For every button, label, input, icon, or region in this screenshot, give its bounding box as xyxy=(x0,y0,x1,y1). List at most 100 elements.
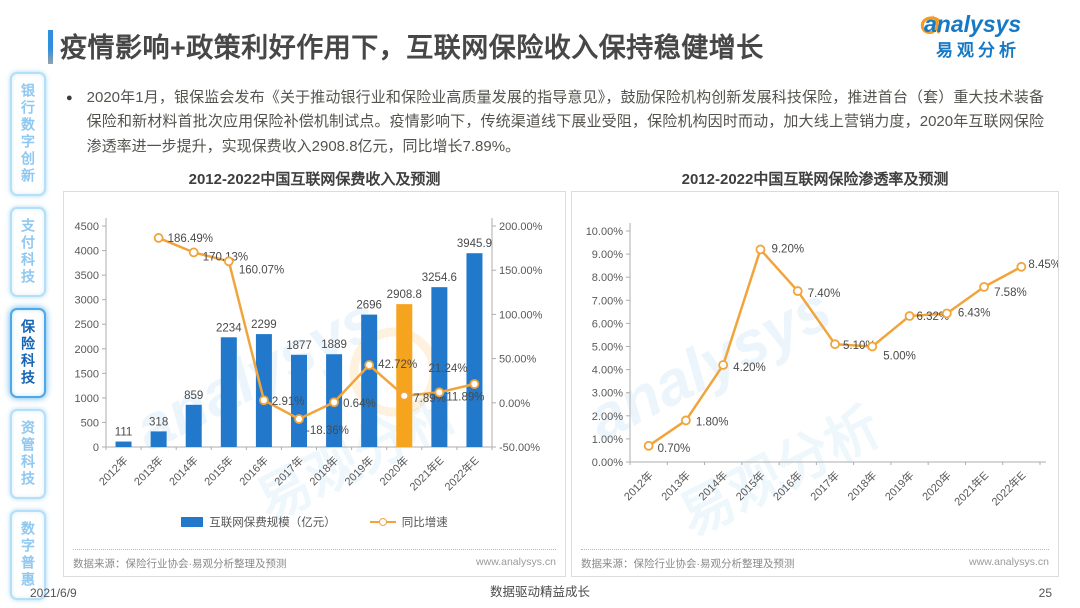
sidebar-item-insurance-tech[interactable]: 保险科技 xyxy=(10,308,46,398)
logo-brand-cn: 易观分析 xyxy=(936,41,1020,60)
bar-2015年 xyxy=(220,337,237,447)
y-left-tick: 1500 xyxy=(75,368,99,380)
logo-brand-text: analysys xyxy=(924,11,1022,37)
penetration-label-2022年E: 8.45% xyxy=(1028,259,1058,271)
growth-label-2016年: 2.91% xyxy=(272,396,305,408)
penetration-label-2016年: 7.40% xyxy=(808,288,841,300)
growth-point-2022年E xyxy=(469,379,480,389)
sidebar: 银行数字创新支付科技保险科技资管科技数字普惠 xyxy=(8,72,48,600)
growth-point-2013年 xyxy=(153,233,164,243)
chart-legend: 互联网保费规模（亿元） 同比增速 xyxy=(64,514,565,530)
y-tick: 8.00% xyxy=(592,272,623,284)
sidebar-item-asset-mgmt-tech[interactable]: 资管科技 xyxy=(10,409,46,499)
sidebar-item-bank-digital-innovation[interactable]: 银行数字创新 xyxy=(10,72,46,196)
y-right-tick: -50.00% xyxy=(499,442,540,454)
penetration-point-2016年 xyxy=(792,286,803,296)
bullet-icon: ● xyxy=(66,92,73,104)
data-source-right: 数据来源：保险行业协会·易观分析整理及预测 xyxy=(581,558,795,570)
x-tick-2013年: 2013年 xyxy=(131,453,166,488)
growth-point-2015年 xyxy=(223,256,234,267)
penetration-point-2013年 xyxy=(681,415,691,426)
bar-2019年 xyxy=(361,314,378,447)
y-tick: 0.00% xyxy=(592,457,623,469)
growth-label-2017年: -18.36% xyxy=(306,425,349,437)
growth-label-2021年E: 11.89% xyxy=(446,391,484,403)
bar-2016年 xyxy=(255,334,272,447)
bar-2020年 xyxy=(396,304,413,447)
key-point: ● 2020年1月，银保监会发布《关于推动银行业和保险业高质量发展的指导意见》，… xyxy=(66,86,1044,159)
y-tick: 6.00% xyxy=(592,318,623,330)
penetration-point-2020年 xyxy=(941,308,952,319)
y-tick: 4.00% xyxy=(592,365,623,377)
growth-point-2019年 xyxy=(364,360,375,370)
bar-label-2013年: 318 xyxy=(149,416,168,428)
y-tick: 1.00% xyxy=(592,434,623,446)
bar-2014年 xyxy=(185,404,202,447)
sidebar-item-payment-tech[interactable]: 支付科技 xyxy=(10,207,46,297)
y-left-tick: 1000 xyxy=(75,393,99,405)
y-right-tick: 0.00% xyxy=(499,398,530,410)
legend-bar-swatch xyxy=(181,517,204,527)
y-left-tick: 0 xyxy=(93,442,99,454)
penetration-point-2019年 xyxy=(904,311,915,321)
bar-label-2016年: 2299 xyxy=(251,319,277,331)
growth-point-2017年 xyxy=(294,414,304,424)
growth-label-2013年: 186.49% xyxy=(168,233,213,245)
y-left-tick: 2000 xyxy=(75,344,99,356)
penetration-point-2017年 xyxy=(830,339,840,350)
bullet-text: 2020年1月，银保监会发布《关于推动银行业和保险业高质量发展的指导意见》，鼓励… xyxy=(86,89,1044,155)
sidebar-item-digital-inclusion[interactable]: 数字普惠 xyxy=(10,510,46,600)
data-source-left: 数据来源：保险行业协会·易观分析整理及预测 xyxy=(73,558,287,570)
penetration-label-2017年: 5.10% xyxy=(843,340,876,352)
bar-2013年 xyxy=(150,431,167,447)
bar-label-2022年E: 3945.9 xyxy=(457,238,492,250)
y-right-tick: 200.00% xyxy=(499,221,543,233)
website-right: www.analysys.cn xyxy=(969,556,1049,568)
bar-2012年 xyxy=(115,441,132,447)
bar-2022年E xyxy=(466,253,483,447)
source-row: 数据来源：保险行业协会·易观分析整理及预测 www.analysys.cn xyxy=(581,549,1049,571)
y-left-tick: 2500 xyxy=(75,319,99,331)
website-left: www.analysys.cn xyxy=(476,556,556,568)
growth-label-2018年: 0.64% xyxy=(343,398,376,410)
x-tick-2015年: 2015年 xyxy=(201,453,236,488)
growth-point-2018年 xyxy=(329,397,339,408)
penetration-label-2012年: 0.70% xyxy=(658,443,691,455)
penetration-label-2020年: 6.43% xyxy=(958,307,991,319)
bar-label-2020年: 2908.8 xyxy=(387,289,422,301)
premium-combo-chart: analysys易观分析0500100015002000250030003500… xyxy=(75,218,543,533)
page-title: 疫情影响+政策利好作用下，互联网保险收入保持稳健增长 xyxy=(60,33,764,63)
penetration-point-2015年 xyxy=(755,244,766,255)
x-tick-2019年: 2019年 xyxy=(882,468,917,503)
growth-point-2016年 xyxy=(259,395,269,406)
y-tick: 10.00% xyxy=(586,226,624,238)
growth-point-2021年E xyxy=(434,387,445,398)
chart-panel-premium: analysys易观分析0500100015002000250030003500… xyxy=(63,191,566,577)
growth-label-2014年: 170.13% xyxy=(203,251,248,263)
penetration-point-2014年 xyxy=(718,360,729,370)
y-left-tick: 3500 xyxy=(75,270,99,282)
legend-line-swatch xyxy=(369,518,396,526)
penetration-line-chart: analysys易观分析0.00%1.00%2.00%3.00%4.00%5.0… xyxy=(577,223,1058,548)
y-tick: 3.00% xyxy=(592,388,623,400)
footer-date: 2021/6/9 xyxy=(30,586,77,600)
y-right-tick: 50.00% xyxy=(499,354,537,366)
y-left-tick: 4500 xyxy=(75,221,99,233)
y-right-tick: 100.00% xyxy=(499,309,543,321)
chart-title-penetration: 2012-2022中国互联网保险渗透率及预测 xyxy=(681,171,949,188)
growth-label-2015年: 160.07% xyxy=(239,264,284,276)
x-tick-2012年: 2012年 xyxy=(96,453,131,488)
penetration-label-2019年: 6.32% xyxy=(917,311,950,323)
y-tick: 2.00% xyxy=(592,411,623,423)
growth-label-2022年E: 21.24% xyxy=(428,363,467,375)
y-tick: 7.00% xyxy=(592,295,623,307)
legend-bar-label: 互联网保费规模（亿元） xyxy=(209,517,336,529)
penetration-point-2012年 xyxy=(643,440,654,451)
penetration-label-2021年E: 7.58% xyxy=(994,287,1027,299)
y-left-tick: 500 xyxy=(81,417,99,429)
footer-page-number: 25 xyxy=(1038,586,1052,600)
growth-label-2019年: 42.72% xyxy=(378,359,417,371)
bar-label-2012年: 111 xyxy=(115,427,132,439)
x-tick-2022年E: 2022年E xyxy=(441,453,481,493)
